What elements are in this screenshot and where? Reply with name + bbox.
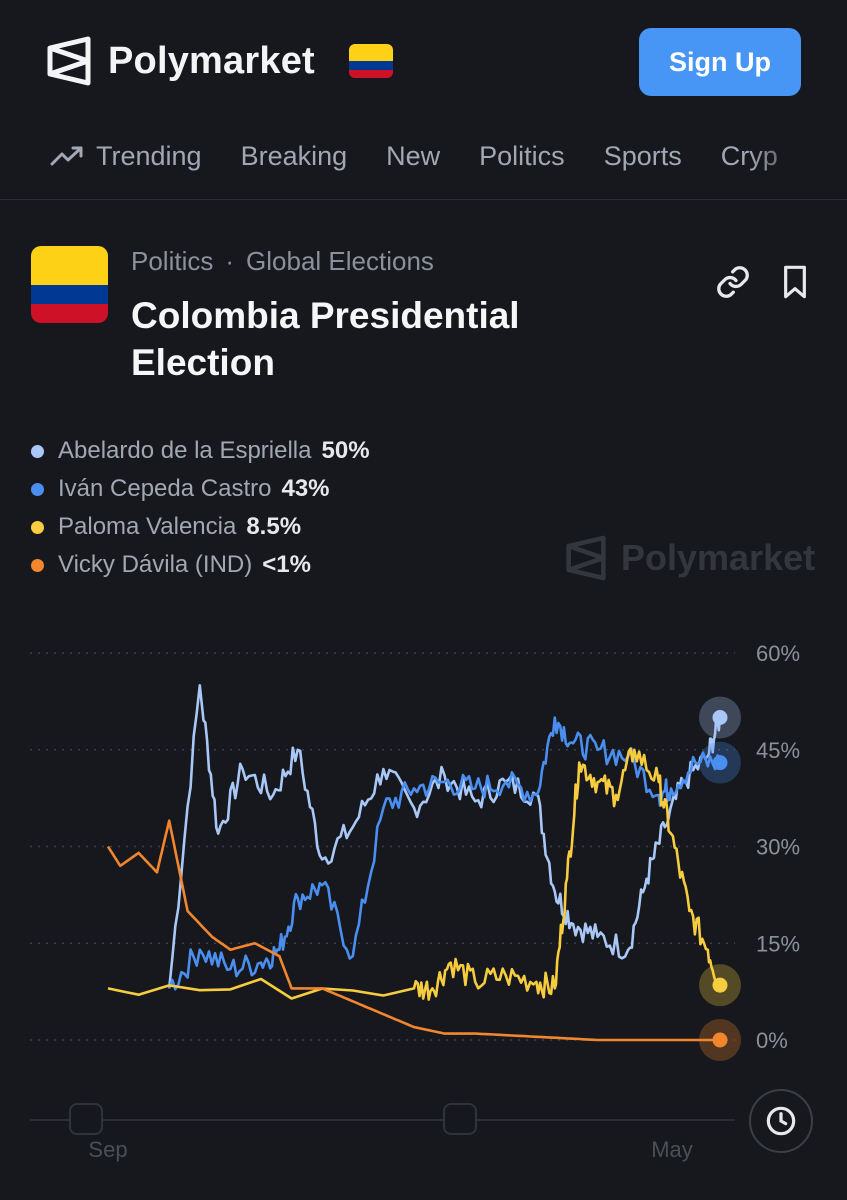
x-tick-label: May <box>651 1137 693 1162</box>
nav-fade <box>750 126 820 186</box>
series-line <box>167 684 722 989</box>
legend-value: <1% <box>262 551 311 578</box>
top-bar: Polymarket Sign Up <box>0 0 847 120</box>
nav-item-new[interactable]: New <box>386 140 441 171</box>
legend-item[interactable]: Vicky Dávila (IND) <1% <box>31 546 370 584</box>
timeline-handle-left[interactable] <box>69 1103 103 1135</box>
y-tick-label: 30% <box>756 835 800 860</box>
market-title: Colombia Presidential Election <box>131 295 520 383</box>
legend-item[interactable]: Paloma Valencia 8.5% <box>31 508 370 546</box>
y-tick-label: 15% <box>756 931 800 956</box>
legend-dot <box>31 520 44 534</box>
copy-link-button[interactable] <box>711 260 755 304</box>
series-endpoint <box>712 977 728 993</box>
nav-item-label: Trending <box>96 140 202 171</box>
series-line <box>106 819 720 1042</box>
series-endpoint <box>712 1032 728 1048</box>
market-flag-icon <box>31 246 108 323</box>
breadcrumb: Politics · Global Elections <box>131 246 434 276</box>
legend-name: Iván Cepeda Castro <box>58 475 272 502</box>
colombia-flag-icon <box>349 44 393 78</box>
series-line <box>167 716 722 991</box>
x-tick-label: Sep <box>88 1137 127 1162</box>
breadcrumb-subcategory[interactable]: Global Elections <box>246 246 434 276</box>
y-tick-label: 60% <box>756 641 800 666</box>
category-nav: Trending Breaking New Politics Sports Cr… <box>0 126 820 186</box>
header-divider <box>0 199 847 200</box>
legend-value: 50% <box>321 437 370 464</box>
nav-item-breaking[interactable]: Breaking <box>240 140 348 171</box>
bookmark-button[interactable] <box>773 260 817 304</box>
legend-item[interactable]: Abelardo de la Espriella 50% <box>31 432 370 470</box>
link-icon <box>717 266 749 298</box>
legend-dot <box>31 444 44 458</box>
time-range-button[interactable] <box>749 1089 813 1153</box>
legend-dot <box>31 482 44 496</box>
sign-up-button[interactable]: Sign Up <box>639 28 801 96</box>
legend-name: Abelardo de la Espriella <box>58 437 312 464</box>
nav-item-sports[interactable]: Sports <box>603 140 682 171</box>
watermark: Polymarket <box>565 535 815 581</box>
legend-value: 8.5% <box>246 513 302 540</box>
polymarket-logo-icon <box>566 535 606 581</box>
chart-legend: Abelardo de la Espriella 50% Iván Cepeda… <box>31 432 370 584</box>
series-endpoint <box>712 710 728 725</box>
bookmark-icon <box>784 265 806 299</box>
brand-logo[interactable]: Polymarket <box>46 36 315 86</box>
trending-up-icon <box>50 146 83 166</box>
nav-item-trending[interactable]: Trending <box>50 141 202 172</box>
series-line <box>107 747 722 1001</box>
legend-name: Paloma Valencia <box>58 513 237 540</box>
breadcrumb-category[interactable]: Politics <box>131 246 214 276</box>
legend-name: Vicky Dávila (IND) <box>58 551 253 578</box>
polymarket-logo-icon <box>47 36 91 86</box>
y-tick-label: 45% <box>756 738 800 763</box>
brand-name: Polymarket <box>108 39 315 82</box>
price-chart[interactable]: 60% 45% 30% 15% 0% Sep May <box>0 620 847 1180</box>
legend-value: 43% <box>281 475 330 502</box>
legend-dot <box>31 558 44 572</box>
series-endpoint <box>712 755 728 771</box>
y-tick-label: 0% <box>756 1028 788 1053</box>
legend-item[interactable]: Iván Cepeda Castro 43% <box>31 470 370 508</box>
watermark-text: Polymarket <box>621 537 816 578</box>
timeline-handle-right[interactable] <box>443 1103 477 1135</box>
clock-icon <box>766 1106 796 1136</box>
nav-item-politics[interactable]: Politics <box>479 140 565 171</box>
